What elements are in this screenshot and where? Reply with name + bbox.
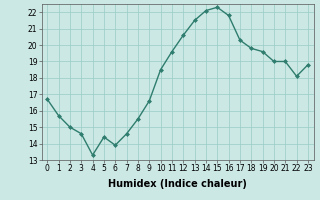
X-axis label: Humidex (Indice chaleur): Humidex (Indice chaleur) xyxy=(108,179,247,189)
